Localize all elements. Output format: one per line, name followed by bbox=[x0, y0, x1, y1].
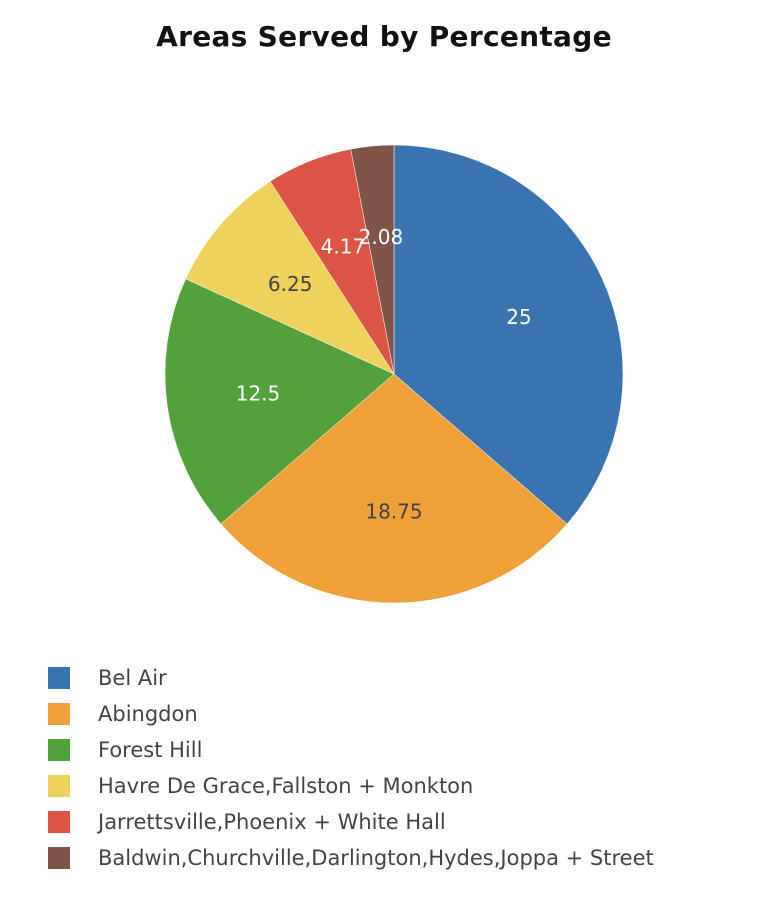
pie-slice-baldwin-churchville-darl[interactable] bbox=[350, 144, 395, 375]
legend-item-forest-hill[interactable]: Forest Hill bbox=[48, 732, 654, 768]
slice-value-label: 2.08 bbox=[359, 225, 404, 249]
pie-slice-havre-de-grace-fallston-[interactable] bbox=[185, 181, 395, 375]
pie-chart: 25 18.75 12.5 6.25 4.172.08 bbox=[164, 144, 624, 604]
legend-item-havre-de-grace[interactable]: Havre De Grace,Fallston + Monkton bbox=[48, 768, 654, 804]
legend-swatch bbox=[48, 667, 70, 689]
legend-item-bel-air[interactable]: Bel Air bbox=[48, 660, 654, 696]
legend: Bel Air Abingdon Forest Hill Havre De Gr… bbox=[48, 660, 654, 876]
legend-label: Bel Air bbox=[98, 666, 167, 690]
legend-item-jarrettsville[interactable]: Jarrettsville,Phoenix + White Hall bbox=[48, 804, 654, 840]
legend-swatch bbox=[48, 847, 70, 869]
legend-item-abingdon[interactable]: Abingdon bbox=[48, 696, 654, 732]
legend-label: Abingdon bbox=[98, 702, 198, 726]
legend-label: Baldwin,Churchville,Darlington,Hydes,Jop… bbox=[98, 846, 654, 870]
slice-value-label: 12.5 bbox=[236, 382, 281, 406]
legend-swatch bbox=[48, 739, 70, 761]
pie-slice-bel-air[interactable] bbox=[393, 144, 624, 525]
pie-slice-abingdon[interactable] bbox=[220, 373, 568, 604]
pie-slice-forest-hill[interactable] bbox=[164, 278, 395, 525]
legend-label: Havre De Grace,Fallston + Monkton bbox=[98, 774, 474, 798]
slice-value-label: 6.25 bbox=[268, 272, 313, 296]
slice-value-label: 25 bbox=[506, 305, 531, 329]
slice-value-label: 4.17 bbox=[321, 234, 366, 258]
legend-item-baldwin[interactable]: Baldwin,Churchville,Darlington,Hydes,Jop… bbox=[48, 840, 654, 876]
slice-value-label: 18.75 bbox=[365, 499, 422, 523]
legend-swatch bbox=[48, 811, 70, 833]
legend-swatch bbox=[48, 703, 70, 725]
chart-title: Areas Served by Percentage bbox=[156, 20, 612, 53]
legend-label: Forest Hill bbox=[98, 738, 203, 762]
legend-swatch bbox=[48, 775, 70, 797]
legend-label: Jarrettsville,Phoenix + White Hall bbox=[98, 810, 446, 834]
